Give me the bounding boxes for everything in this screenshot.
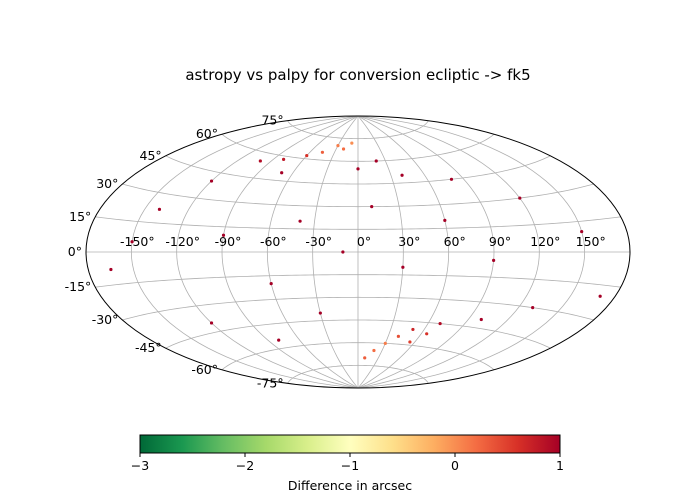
data-point (209, 321, 214, 325)
data-point (318, 311, 322, 315)
data-point (401, 265, 405, 269)
sky-grid (86, 116, 630, 388)
data-point (221, 233, 226, 237)
colorbar-label: Difference in arcsec (288, 478, 412, 493)
chart-title: astropy vs palpy for conversion ecliptic… (185, 66, 530, 84)
data-point (356, 167, 360, 171)
longitude-tick-label: -150° (120, 234, 155, 249)
colorbar-tick-label: −2 (236, 458, 254, 473)
latitude-tick-label: 75° (261, 113, 283, 128)
data-point (479, 317, 483, 322)
latitude-tick-label: 15° (69, 209, 91, 224)
data-point (341, 147, 346, 151)
data-point (411, 327, 415, 332)
data-point (269, 282, 273, 286)
latitude-tick-label: 60° (196, 126, 218, 141)
longitude-gridline (312, 116, 359, 388)
data-point (305, 154, 309, 158)
longitude-gridline (176, 116, 359, 388)
data-point (408, 340, 412, 344)
latitude-tick-labels: 75° 60° 45° 30° 15° 0° -15° -30° -45° -60° -75° (65, 113, 284, 391)
colorbar-tick-label: −1 (341, 458, 359, 473)
data-point (282, 157, 286, 161)
data-point (492, 258, 496, 262)
longitude-tick-label: -90° (215, 234, 242, 249)
longitude-gridline (357, 116, 586, 388)
data-point (157, 207, 162, 211)
longitude-gridline (357, 116, 450, 388)
latitude-tick-label: -75° (257, 375, 284, 390)
latitude-tick-label: 30° (96, 176, 118, 191)
colorbar-tick-label: −3 (131, 458, 149, 473)
data-point (258, 159, 262, 163)
longitude-tick-labels: -150° -120° -90° -60° -30° 0° 30° 60° 90° 120° 150… (120, 234, 606, 249)
longitude-tick-label: 60° (444, 234, 466, 249)
data-point (518, 196, 522, 200)
longitude-tick-label: 0° (357, 234, 371, 249)
latitude-tick-label: -45° (135, 340, 162, 355)
data-point (280, 171, 284, 175)
latitude-tick-label: -60° (191, 362, 218, 377)
data-point (396, 334, 400, 338)
data-point (598, 294, 602, 298)
longitude-gridline (357, 116, 540, 388)
latitude-tick-label: 0° (68, 244, 82, 259)
longitude-tick-label: 30° (398, 234, 420, 249)
data-point (443, 218, 447, 222)
colorbar: −3 −2 −1 0 1 Difference in arcsec (131, 434, 564, 493)
colorbar-gradient (139, 434, 561, 454)
data-point (341, 250, 345, 254)
data-point (320, 150, 325, 154)
data-point (336, 144, 340, 148)
data-point (400, 173, 404, 177)
data-point (298, 219, 302, 223)
data-point (372, 348, 376, 353)
longitude-tick-label: -120° (165, 234, 200, 249)
colorbar-tick-label: 1 (556, 458, 564, 473)
latitude-tick-label: -30° (92, 312, 119, 327)
longitude-tick-label: -60° (260, 234, 287, 249)
data-point (350, 141, 354, 145)
longitude-gridline (130, 116, 359, 388)
data-point (374, 159, 378, 163)
latitude-tick-label: -15° (65, 279, 92, 294)
data-point (531, 306, 535, 310)
data-points (109, 141, 602, 360)
data-point (277, 338, 281, 342)
data-point (580, 229, 584, 234)
longitude-gridline (221, 116, 359, 388)
sky-boundary (85, 115, 631, 389)
latitude-tick-label: 45° (140, 148, 162, 163)
longitude-gridline (266, 116, 359, 388)
data-point (449, 177, 454, 181)
longitude-tick-label: 90° (489, 234, 511, 249)
longitude-gridline (357, 116, 495, 388)
data-point (209, 179, 214, 183)
colorbar-tick-label: 0 (451, 458, 459, 473)
data-point (438, 321, 442, 326)
data-point (363, 356, 367, 360)
data-point (383, 341, 387, 345)
longitude-tick-label: 120° (530, 234, 560, 249)
longitude-tick-label: -30° (305, 234, 332, 249)
data-point (425, 332, 429, 336)
data-point (370, 205, 374, 209)
data-point (130, 240, 134, 244)
data-point (109, 267, 113, 272)
longitude-tick-label: 150° (576, 234, 606, 249)
colorbar-ticks: −3 −2 −1 0 1 (131, 453, 564, 473)
